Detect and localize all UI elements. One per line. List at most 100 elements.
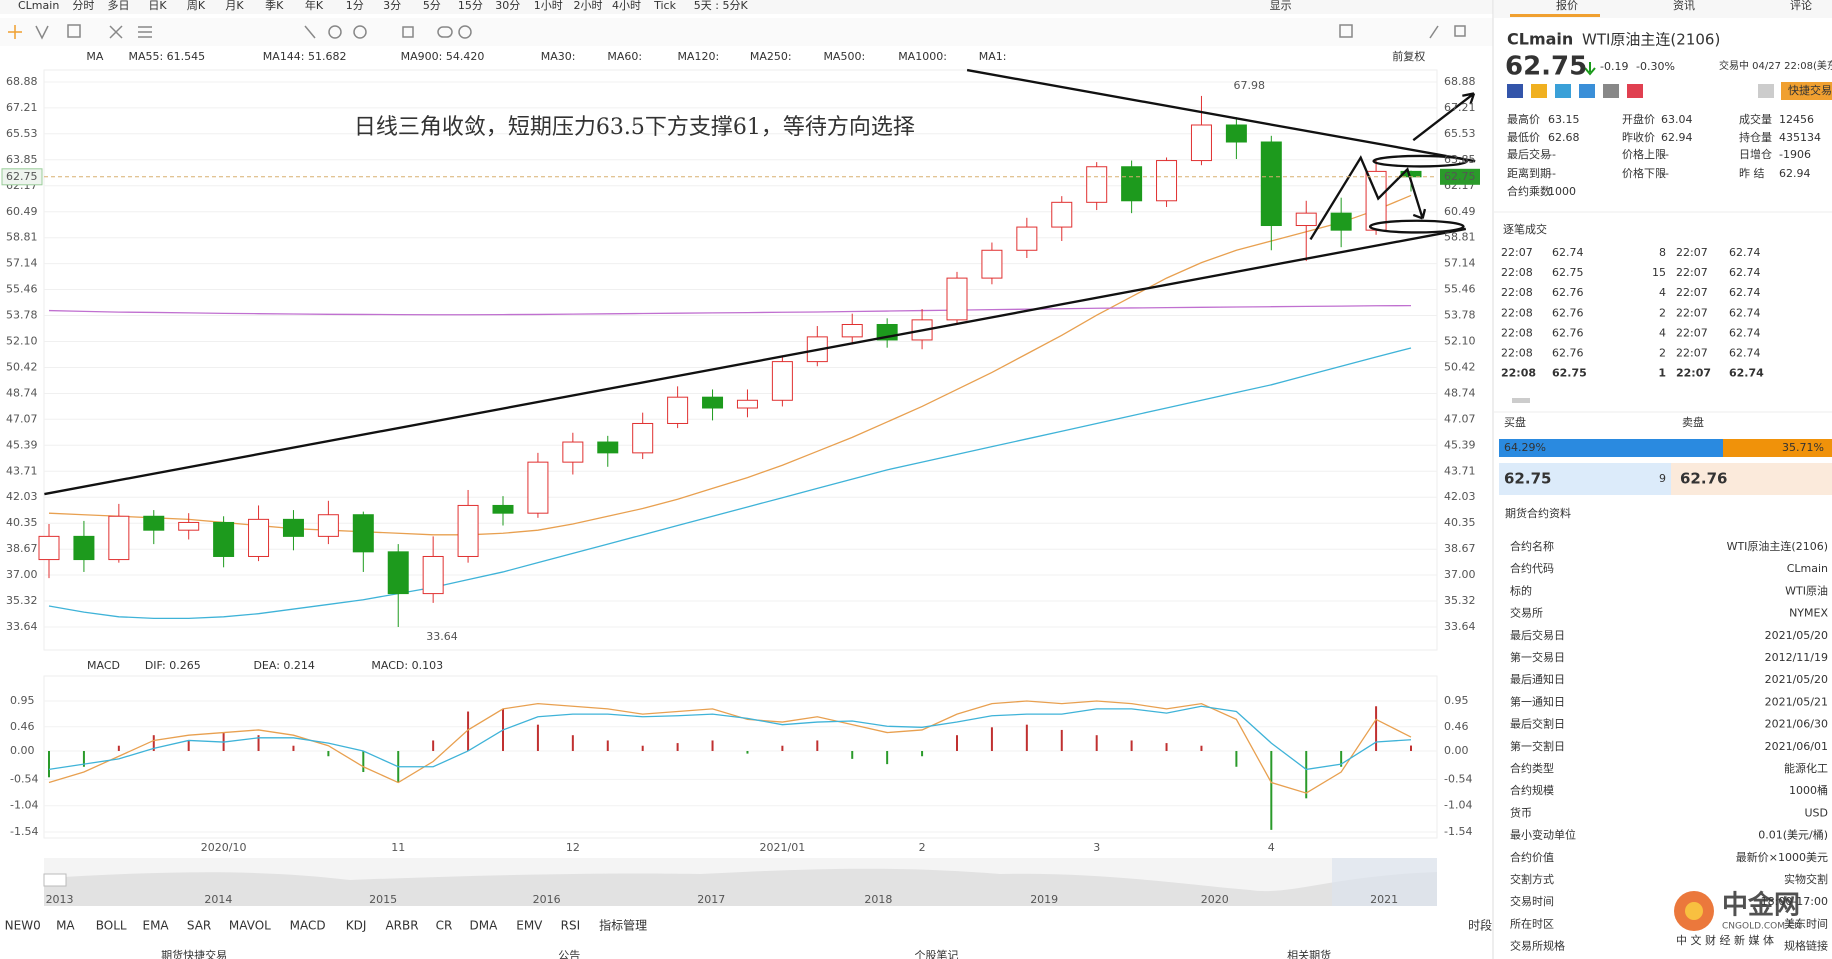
x-tick-label: 2020/10 [201, 841, 247, 854]
y-tick-label-right: 60.49 [1444, 205, 1476, 218]
navigator-year: 2013 [46, 893, 74, 906]
info-value: 2021/05/20 [1765, 673, 1828, 686]
indicator-tab[interactable]: DMA [470, 919, 499, 933]
indicator-tab[interactable]: NEW0 [5, 919, 41, 933]
navigator-year: 2015 [369, 893, 397, 906]
candle-body [946, 277, 968, 321]
indicator-tab[interactable]: EMA [142, 919, 169, 933]
period-tab: 多日 [107, 0, 129, 12]
candle-body [1190, 124, 1212, 162]
quote-label: 成交量 [1739, 112, 1772, 126]
y-tick-label: 60.49 [6, 205, 38, 218]
trade-cell: 22:08 [1501, 266, 1533, 279]
quote-label: 开盘价 [1622, 112, 1655, 126]
quote-label: 日增仓 [1739, 147, 1772, 161]
trade-cell: 62.74 [1729, 367, 1764, 380]
period-tab: 月K [225, 0, 244, 12]
trade-cell: 22:07 [1676, 347, 1708, 360]
ma-legend-inactive: MA500: [823, 50, 865, 63]
trade-cell: 1 [1658, 367, 1666, 380]
indicator-tab[interactable]: EMV [516, 919, 543, 933]
quote-label: 昨 结 [1739, 167, 1765, 180]
adjust-mode: 前复权 [1392, 49, 1425, 63]
navigator-handle[interactable] [43, 873, 67, 887]
x-tick-label: 2 [919, 841, 926, 854]
trade-cell: 62.74 [1729, 347, 1761, 360]
candle-body [213, 521, 235, 557]
indicator-tab[interactable]: RSI [561, 919, 581, 933]
bottom-tab: 个股笔记 [915, 948, 959, 959]
navigator-year: 2014 [204, 893, 232, 906]
period-tab: 3分 [383, 0, 401, 12]
quick-trade-button[interactable] [1781, 82, 1832, 100]
candle-body [73, 535, 95, 561]
candle-body [108, 515, 130, 561]
y-tick-label-right: 38.67 [1444, 542, 1476, 555]
indicator-tab[interactable]: SAR [187, 919, 211, 933]
candle-body [981, 249, 1003, 279]
period-tab: 分时 [72, 0, 94, 12]
info-label: 第一交割日 [1510, 739, 1565, 753]
info-label: 合约名称 [1510, 539, 1554, 553]
ma-legend: MA900: 54.420 [401, 50, 485, 63]
macd-tick-label: 0.00 [10, 744, 35, 757]
trade-cell: 2 [1659, 347, 1666, 360]
indicator-tab[interactable]: MACD [290, 919, 326, 933]
info-value: 18:00-17:00 [1761, 895, 1828, 908]
period-tab: 1小时 [534, 0, 563, 12]
info-label: 合约价值 [1510, 850, 1554, 864]
trade-cell: 62.76 [1552, 347, 1584, 360]
x-tick-label: 4 [1268, 841, 1275, 854]
y-tick-label-right: 53.78 [1444, 309, 1476, 322]
info-label: 交易时间 [1510, 894, 1554, 908]
macd-legend: DIF: 0.265 [145, 659, 201, 672]
y-tick-label-right: 68.88 [1444, 75, 1476, 88]
candle-body [387, 551, 409, 595]
info-value: 2021/05/21 [1765, 695, 1828, 708]
indicator-tab[interactable]: BOLL [96, 919, 127, 933]
y-tick-label: 63.85 [6, 153, 38, 166]
candle-body [1330, 212, 1352, 231]
x-tick-label: 11 [391, 841, 405, 854]
indicator-tab[interactable]: 指标管理 [599, 918, 647, 933]
display-menu: 显示 [1270, 0, 1292, 12]
y-tick-label: 55.46 [6, 283, 38, 296]
indicator-tab[interactable]: ARBR [385, 919, 418, 933]
y-tick-label: 40.35 [6, 516, 38, 529]
candle-body [248, 518, 270, 557]
candle-body [1121, 166, 1143, 202]
panel-change: -0.19 [1600, 60, 1628, 73]
drawing [44, 68, 1476, 496]
trade-cell: 15 [1652, 266, 1666, 279]
candle-body [317, 514, 339, 537]
quote-label: 价格上限 [1622, 147, 1666, 161]
indicator-tab[interactable]: MAVOL [229, 919, 271, 933]
y-tick-label: 33.64 [6, 620, 38, 633]
y-tick-label-right: 57.14 [1444, 257, 1476, 270]
quote-value: 62.94 [1661, 131, 1693, 144]
tool-icons [8, 24, 1466, 40]
y-tick-label: 58.81 [6, 231, 38, 244]
y-tick-label-right: 58.81 [1444, 231, 1476, 244]
period-bar [0, 0, 1493, 14]
macd-tick-label: -1.54 [10, 825, 38, 838]
navigator-year: 2020 [1201, 893, 1229, 906]
indicator-tab[interactable]: KDJ [346, 919, 367, 933]
candle-body [1156, 160, 1178, 202]
watermark-slogan: 中 文 财 经 新 媒 体 [1676, 933, 1774, 947]
indicator-tab[interactable]: CR [436, 919, 453, 933]
macd-tick-label: 0.95 [10, 694, 35, 707]
y-tick-label-right: 67.21 [1444, 101, 1476, 114]
ma-legend-inactive: MA1: [979, 50, 1007, 63]
indicator-tab[interactable]: MA [56, 919, 75, 933]
last-price-box-right [1440, 168, 1480, 185]
panel-status: 交易中 04/27 22:08(美东) [1719, 59, 1832, 72]
candle-body [841, 323, 863, 338]
period-tab: 年K [305, 0, 324, 12]
panel-change-pct: -0.30% [1636, 60, 1675, 73]
buy-label: 买盘 [1504, 415, 1526, 429]
sell-pct: 35.71% [1782, 441, 1824, 454]
macd-tick-label-right: -1.04 [1444, 799, 1472, 812]
quote-value: 435134 [1779, 131, 1821, 144]
macd-tick-label-right: 0.95 [1444, 694, 1469, 707]
